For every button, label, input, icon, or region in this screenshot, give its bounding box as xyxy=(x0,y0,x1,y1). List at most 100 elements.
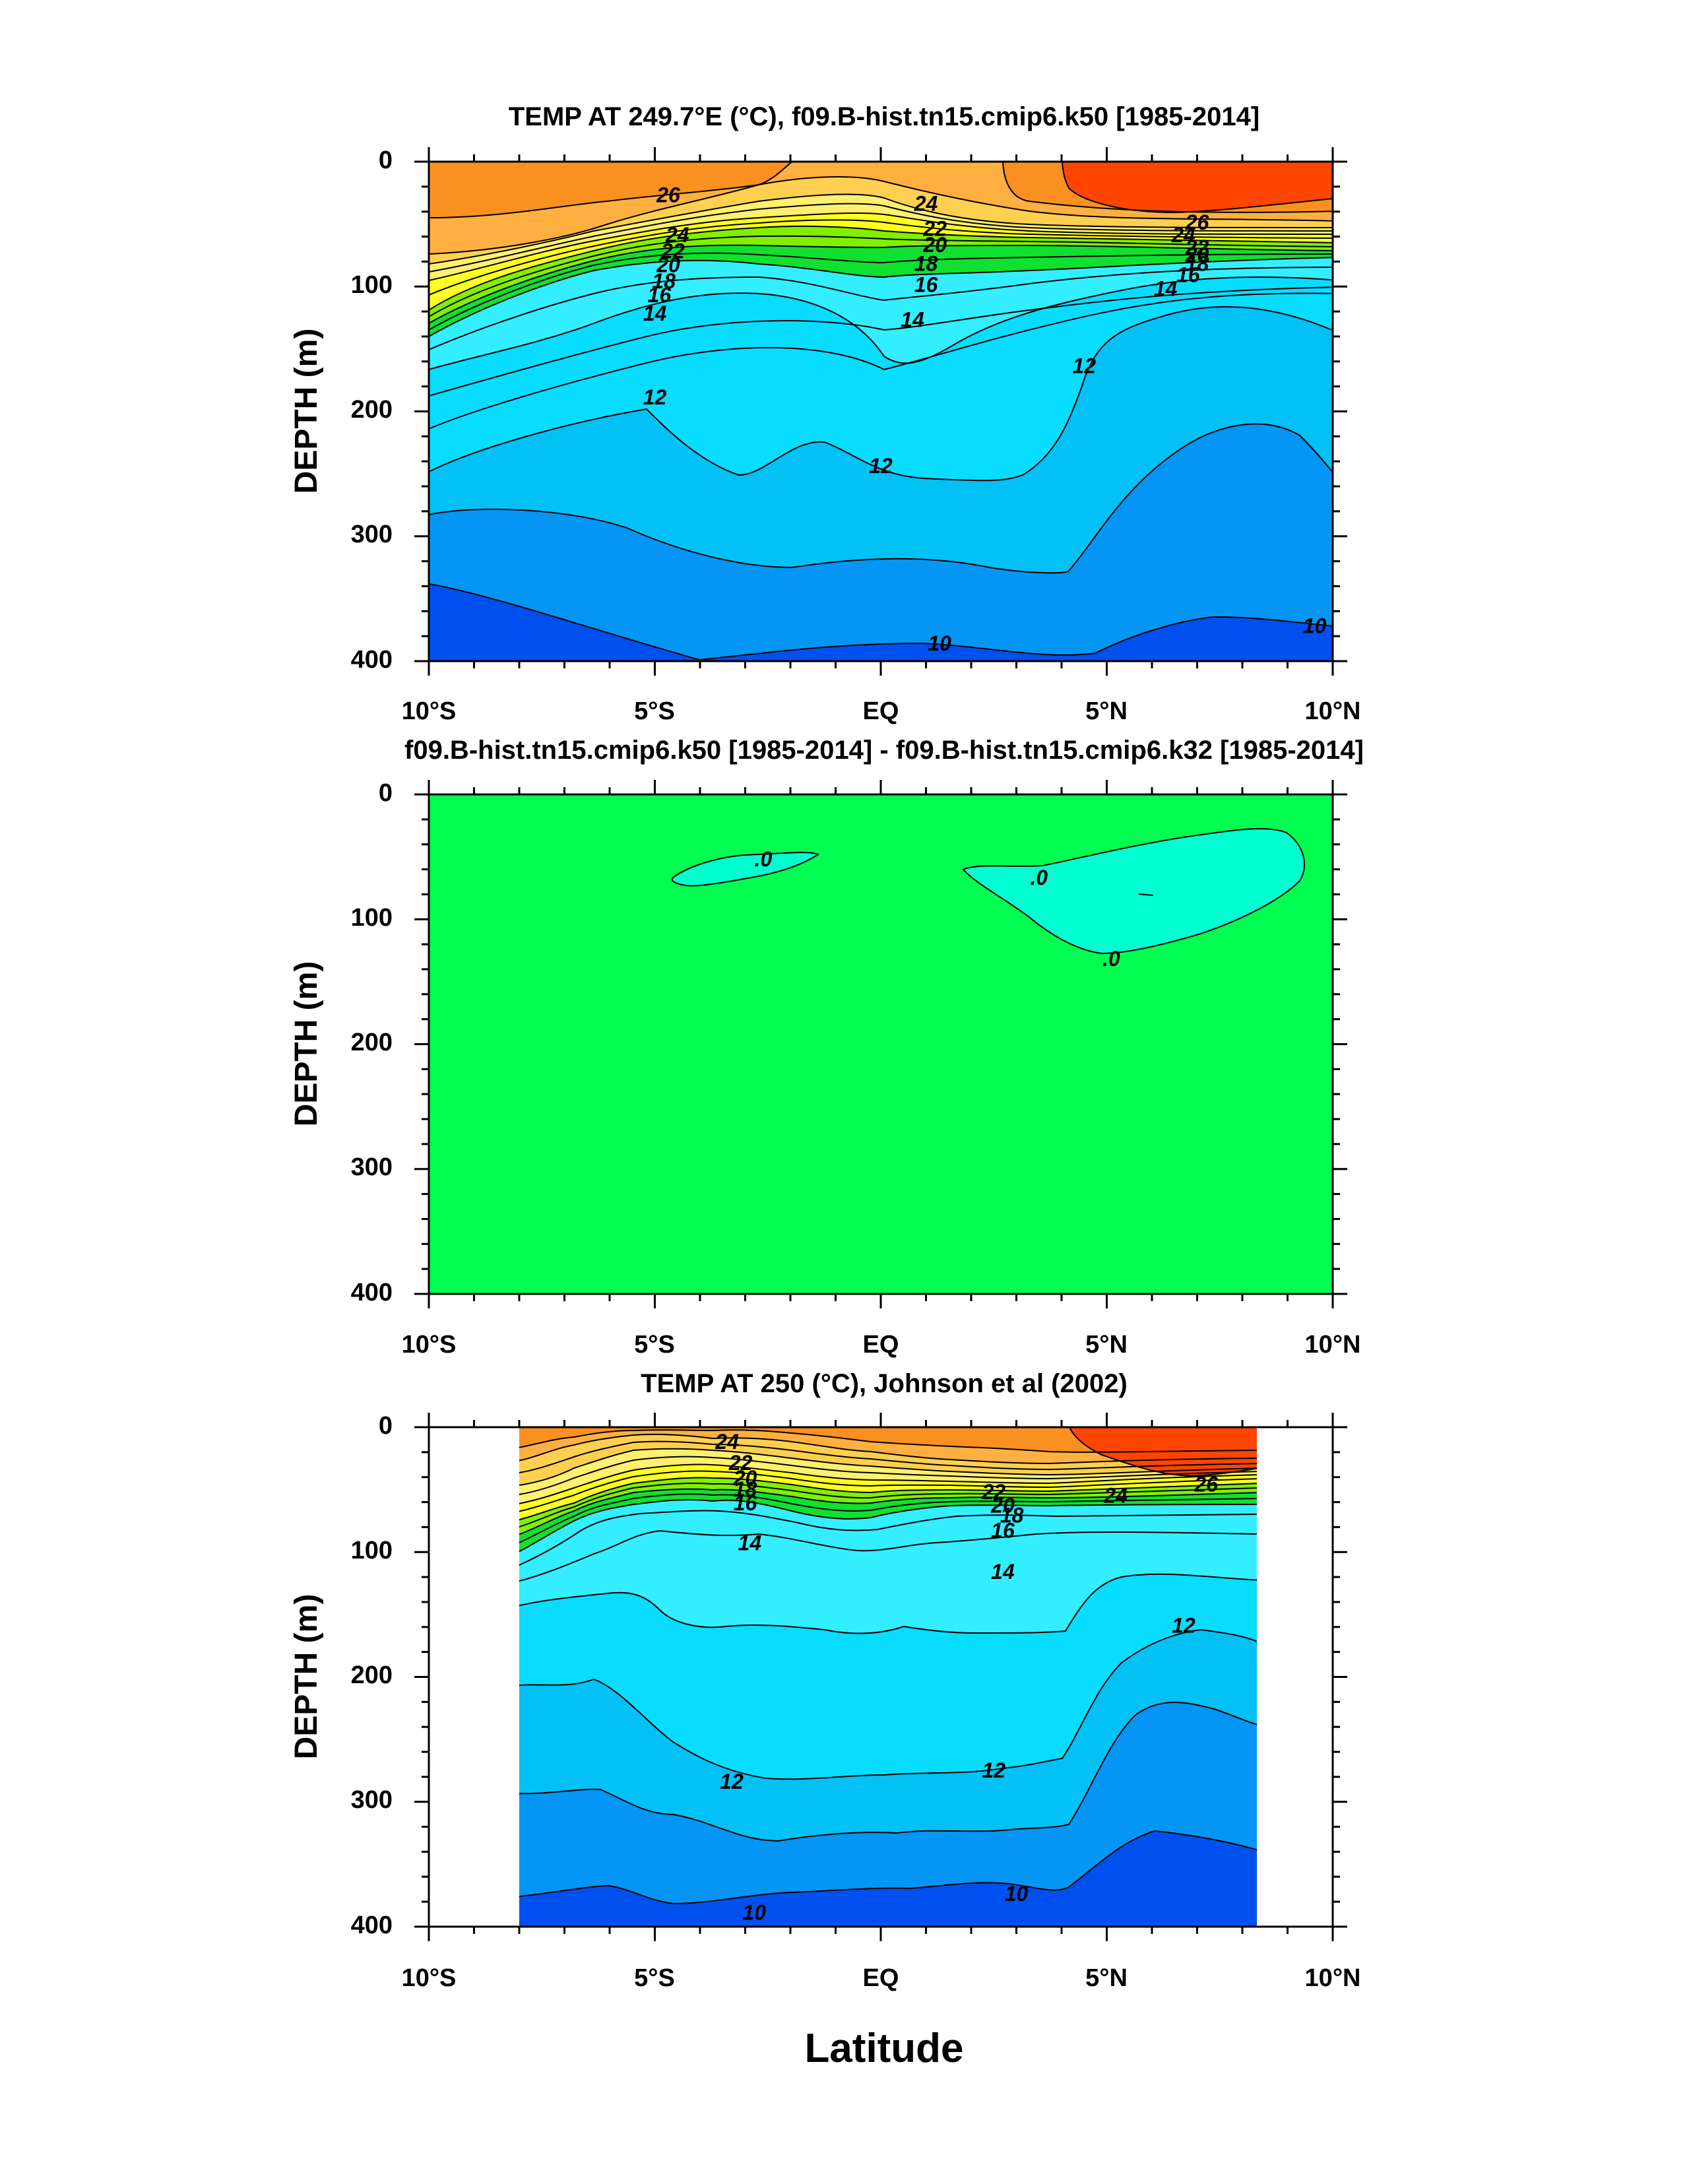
y-tick-label: 400 xyxy=(351,1279,393,1306)
contour-label: 14 xyxy=(901,308,924,332)
contour-label: 16 xyxy=(914,273,938,297)
y-tick-label: 300 xyxy=(351,1786,393,1814)
contour-label: 16 xyxy=(648,283,672,307)
panel-1-contour-labels: 26 24242220181614222018161426242220181614… xyxy=(643,183,1327,655)
contour-label: 20 xyxy=(922,233,947,257)
panel-1: TEMP AT 249.7°E (°C), f09.B-hist.tn15.cm… xyxy=(289,102,1360,725)
contour-label: 10 xyxy=(1303,614,1327,637)
x-tick-label: 5°S xyxy=(634,1331,675,1359)
contour-label: 16 xyxy=(734,1491,757,1515)
x-tick-label: EQ xyxy=(863,1964,899,1992)
panel-3-y-tick-labels: 0 100 200 300 400 xyxy=(351,1412,393,1939)
contour-label: 18 xyxy=(652,269,676,293)
y-tick-label: 0 xyxy=(379,779,393,807)
y-tick-label: 0 xyxy=(379,146,393,174)
y-tick-label: 200 xyxy=(351,1029,393,1056)
panel-1-y-axis-label: DEPTH (m) xyxy=(289,329,324,494)
panel-1-x-tick-labels: 10°S 5°S EQ 5°N 10°N xyxy=(402,697,1361,725)
panel-1-plot-area xyxy=(429,162,1333,661)
x-tick-label: 5°N xyxy=(1085,1331,1128,1359)
contour-label: 12 xyxy=(1172,1613,1195,1637)
y-tick-label: 400 xyxy=(351,646,393,674)
contour-label: 24 xyxy=(914,192,938,216)
contour-label: 22 xyxy=(922,217,947,241)
contour-label: 14 xyxy=(643,302,667,325)
x-axis-label: Latitude xyxy=(804,2026,963,2071)
panel-3-contour-lines xyxy=(519,1427,1257,1905)
contour-label: 16 xyxy=(991,1518,1015,1542)
contour-label: 22 xyxy=(981,1480,1005,1504)
contour-label: 12 xyxy=(869,454,893,478)
contour-label: 12 xyxy=(720,1770,744,1793)
panel-2-region-east xyxy=(962,828,1306,955)
x-tick-label: EQ xyxy=(863,1331,899,1359)
contour-label: 12 xyxy=(643,385,667,409)
contour-label: 24 xyxy=(1103,1483,1128,1507)
y-tick-label: 300 xyxy=(351,521,393,548)
contour-label: 24 xyxy=(665,223,689,247)
panel-2-region-west xyxy=(671,851,820,887)
contour-label: 18 xyxy=(914,252,938,276)
panel-1-ticks xyxy=(414,147,1347,676)
x-tick-label: 10°N xyxy=(1305,697,1361,725)
contour-label: 26 xyxy=(1194,1472,1218,1496)
contour-label: 14 xyxy=(991,1560,1015,1584)
panel-1-band-gt27 xyxy=(1062,162,1333,212)
y-tick-label: 100 xyxy=(351,904,393,932)
contour-label: 14 xyxy=(738,1531,762,1555)
x-tick-label: 10°N xyxy=(1305,1331,1361,1359)
panel-3: TEMP AT 250 (°C), Johnson et al (2002) xyxy=(289,1369,1360,1992)
panel-3-title: TEMP AT 250 (°C), Johnson et al (2002) xyxy=(641,1369,1128,1398)
panel-2-contour-labels: .0 .0 .0 xyxy=(755,847,1120,971)
contour-label: 10 xyxy=(928,631,951,655)
panel-2: f09.B-hist.tn15.cmip6.k50 [1985-2014] - … xyxy=(289,736,1364,1359)
panel-1-y-tick-labels: 0 100 200 300 400 xyxy=(351,146,393,674)
contour-label: 26 xyxy=(1185,210,1209,234)
x-tick-label: 5°N xyxy=(1085,697,1128,725)
contour-label: 20 xyxy=(1185,243,1209,267)
panel-1-title: TEMP AT 249.7°E (°C), f09.B-hist.tn15.cm… xyxy=(509,102,1259,131)
y-tick-label: 300 xyxy=(351,1153,393,1181)
contour-label: 10 xyxy=(742,1901,766,1925)
panel-3-x-tick-labels: 10°S 5°S EQ 5°N 10°N xyxy=(402,1964,1361,1992)
y-tick-label: 100 xyxy=(351,271,393,299)
panel-1-contour-lines xyxy=(429,162,1333,661)
panel-3-y-axis-label: DEPTH (m) xyxy=(289,1594,324,1760)
x-tick-label: 10°S xyxy=(402,1331,457,1359)
contour-label: 18 xyxy=(1186,252,1209,276)
contour-label: 14 xyxy=(1154,276,1178,300)
panel-2-x-tick-labels: 10°S 5°S EQ 5°N 10°N xyxy=(402,1331,1361,1359)
contour-label: 16 xyxy=(1176,263,1200,287)
x-tick-label: 10°N xyxy=(1305,1964,1361,1992)
panel-2-title: f09.B-hist.tn15.cmip6.k50 [1985-2014] - … xyxy=(404,736,1364,765)
contour-label: 18 xyxy=(1000,1504,1024,1527)
contour-label: 26 xyxy=(656,183,680,207)
x-tick-label: 5°S xyxy=(634,697,675,725)
y-tick-label: 200 xyxy=(351,396,393,424)
contour-label: 20 xyxy=(990,1494,1015,1518)
y-tick-label: 400 xyxy=(351,1911,393,1939)
contour-label: 22 xyxy=(728,1451,753,1475)
x-tick-label: 5°S xyxy=(634,1964,675,1992)
panel-2-small-feature xyxy=(1138,893,1154,896)
contour-label: .0 xyxy=(1102,947,1120,971)
contour-label: 12 xyxy=(1072,354,1096,378)
contour-label: 10 xyxy=(1005,1882,1029,1906)
panel-2-y-tick-labels: 0 100 200 300 400 xyxy=(351,779,393,1306)
x-tick-label: 5°N xyxy=(1085,1964,1128,1992)
panel-3-ticks xyxy=(414,1413,1347,1941)
contour-label: 12 xyxy=(982,1758,1005,1782)
x-tick-label: 10°S xyxy=(402,1964,457,1992)
panel-2-ticks xyxy=(414,780,1347,1308)
contour-label: .0 xyxy=(1030,866,1048,889)
contour-label: 22 xyxy=(660,240,685,263)
y-tick-label: 200 xyxy=(351,1661,393,1689)
y-tick-label: 100 xyxy=(351,1537,393,1564)
x-tick-label: 10°S xyxy=(402,697,457,725)
y-tick-label: 0 xyxy=(379,1412,393,1440)
x-tick-label: EQ xyxy=(863,697,899,725)
panel-2-y-axis-label: DEPTH (m) xyxy=(289,961,324,1127)
contour-label: .0 xyxy=(755,847,773,871)
